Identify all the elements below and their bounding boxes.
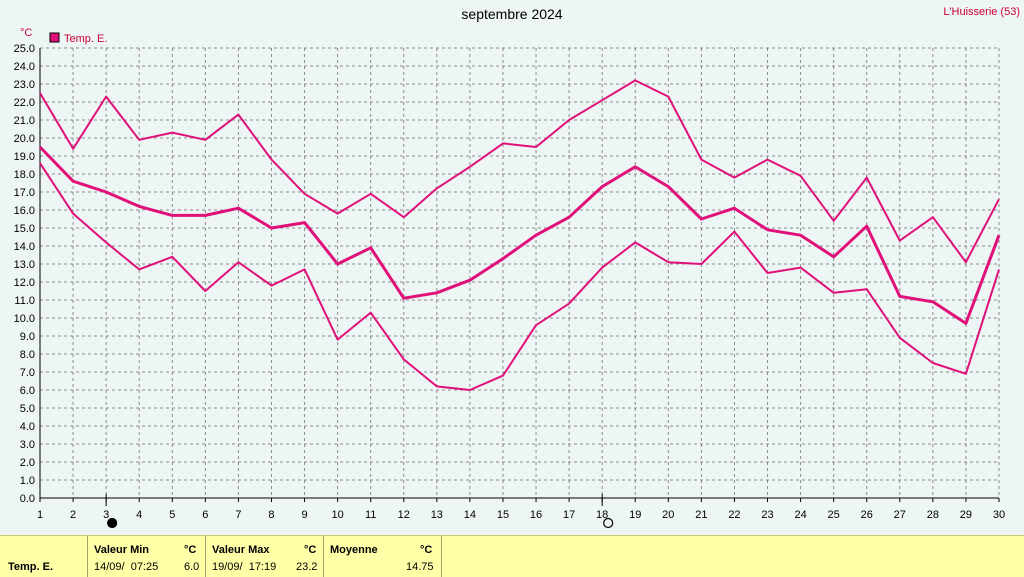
x-tick-label: 5	[169, 509, 175, 521]
y-tick-label: 16.0	[14, 205, 35, 217]
min-unit: °C	[184, 544, 197, 556]
y-tick-label: 24.0	[14, 61, 35, 73]
x-tick-label: 22	[728, 509, 740, 521]
x-tick-label: 4	[136, 509, 142, 521]
x-tick-label: 6	[202, 509, 208, 521]
x-tick-label: 29	[960, 509, 972, 521]
y-tick-label: 21.0	[14, 115, 35, 127]
x-tick-label: 11	[365, 509, 376, 521]
y-tick-label: 22.0	[14, 97, 35, 109]
x-tick-label: 9	[301, 509, 307, 521]
x-tick-label: 30	[993, 509, 1005, 521]
x-tick-label: 10	[331, 509, 343, 521]
max-when: 19/09/ 17:19	[212, 561, 277, 573]
y-tick-label: 25.0	[14, 43, 35, 55]
max-cell: Valeur Max °C 19/09/ 17:19 23.2	[206, 536, 324, 577]
x-tick-label: 7	[235, 509, 241, 521]
mean-unit: °C	[420, 544, 433, 556]
axes: 1 2 3 4 5 6 7 8 9 10 11 12 13 14 15 16 17 18 19 20 21 22 23 24 2…	[14, 43, 1005, 529]
x-tick-label: 28	[927, 509, 939, 521]
x-tick-label: 16	[530, 509, 542, 521]
x-tick-label: 23	[761, 509, 773, 521]
x-tick-label: 24	[794, 509, 806, 521]
min-value: 6.0	[184, 561, 200, 573]
min-when: 14/09/ 07:25	[94, 561, 159, 573]
y-tick-label: 17.0	[14, 187, 35, 199]
full-moon-icon	[603, 517, 614, 529]
chart-title: septembre 2024	[461, 6, 563, 22]
x-tick-label: 15	[497, 509, 509, 521]
x-tick-label: 19	[629, 509, 641, 521]
y-tick-label: 9.0	[20, 331, 35, 343]
y-tick-label: 8.0	[20, 349, 35, 361]
mean-header: Moyenne	[330, 544, 378, 556]
legend-label: Temp. E.	[64, 33, 107, 45]
x-tick-label: 25	[828, 509, 840, 521]
y-tick-label: 23.0	[14, 79, 35, 91]
max-header: Valeur Max	[212, 544, 270, 556]
legend-swatch	[49, 32, 60, 43]
max-unit: °C	[304, 544, 317, 556]
y-tick-label: 19.0	[14, 151, 35, 163]
legend: Temp. E.	[49, 32, 107, 45]
grid	[40, 47, 1000, 498]
y-tick-label: 1.0	[20, 475, 35, 487]
x-tick-label: 21	[695, 509, 707, 521]
max-value: 23.2	[296, 561, 318, 573]
x-tick-label: 2	[70, 509, 76, 521]
y-tick-label: 15.0	[14, 223, 35, 235]
y-tick-label: 4.0	[20, 421, 35, 433]
y-tick-label: 6.0	[20, 385, 35, 397]
min-cell: Valeur Min °C 14/09/ 07:25 6.0	[88, 536, 206, 577]
x-tick-label: 20	[662, 509, 674, 521]
y-tick-label: 5.0	[20, 403, 35, 415]
y-tick-label: 0.0	[20, 493, 35, 505]
series-lines	[38, 79, 1001, 391]
y-tick-label: 20.0	[14, 133, 35, 145]
station-name: L'Huisserie (53)	[943, 6, 1020, 18]
x-tick-label: 26	[861, 509, 873, 521]
y-tick-label: 14.0	[14, 241, 35, 253]
x-tick-label: 18	[596, 509, 608, 521]
x-tick-label: 3	[103, 509, 109, 521]
x-tick-label: 13	[431, 509, 443, 521]
y-tick-label: 10.0	[14, 313, 35, 325]
mean-value: 14.75	[406, 561, 434, 573]
y-unit-label: °C	[20, 27, 32, 39]
y-tick-label: 12.0	[14, 277, 35, 289]
y-tick-label: 13.0	[14, 259, 35, 271]
series-line-min	[39, 162, 1000, 391]
series-line-max	[39, 79, 1000, 264]
new-moon-icon	[107, 517, 118, 529]
stats-footer: Temp. E. Valeur Min °C 14/09/ 07:25 6.0 …	[0, 535, 1024, 577]
mean-cell: Moyenne °C 14.75	[324, 536, 442, 577]
y-tick-label: 3.0	[20, 439, 35, 451]
x-tick-label: 12	[398, 509, 410, 521]
y-tick-label: 18.0	[14, 169, 35, 181]
x-tick-label: 14	[464, 509, 476, 521]
y-tick-label: 2.0	[20, 457, 35, 469]
stats-row-label-cell: Temp. E.	[0, 536, 88, 577]
series-line-mean	[38, 145, 1001, 325]
stats-row-label: Temp. E.	[8, 561, 54, 573]
y-tick-label: 11.0	[14, 295, 35, 307]
y-tick-label: 7.0	[20, 367, 35, 379]
min-header: Valeur Min	[94, 544, 150, 556]
x-tick-label: 8	[268, 509, 274, 521]
x-tick-label: 17	[563, 509, 575, 521]
x-tick-label: 27	[894, 509, 906, 521]
x-tick-label: 1	[37, 509, 43, 521]
temperature-chart: 1 2 3 4 5 6 7 8 9 10 11 12 13 14 15 16 17 18 19 20 21 22 23 24 2…	[14, 27, 1005, 529]
